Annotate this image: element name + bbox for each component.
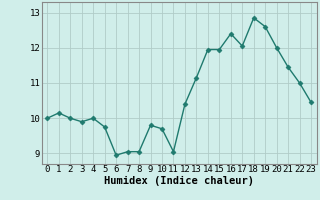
X-axis label: Humidex (Indice chaleur): Humidex (Indice chaleur) <box>104 176 254 186</box>
